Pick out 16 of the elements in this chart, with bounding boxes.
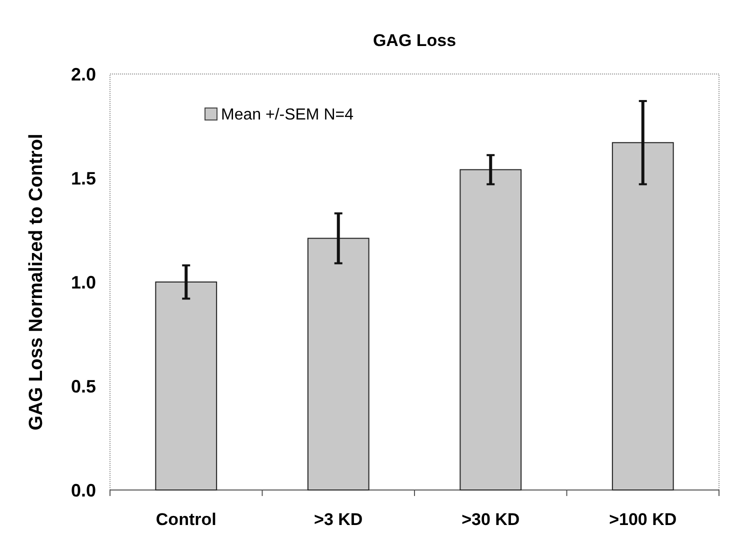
bar	[612, 142, 674, 490]
x-tick-label: >30 KD	[462, 510, 520, 529]
bar	[307, 238, 370, 490]
y-tick-label: 1.0	[70, 272, 96, 292]
chart-title: GAG Loss	[372, 31, 456, 50]
bar	[155, 282, 218, 490]
legend-label: Mean +/-SEM N=4	[221, 106, 354, 124]
x-tick-label: >100 KD	[609, 510, 677, 529]
y-axis-title: GAG Loss Normalized to Control	[26, 134, 47, 430]
y-tick-label: 1.5	[70, 168, 96, 188]
x-tick-label: Control	[156, 510, 216, 529]
y-tick-label: 0.0	[70, 480, 96, 500]
x-tick-label: >3 KD	[314, 510, 363, 529]
y-tick-label: 0.5	[70, 376, 96, 396]
y-tick-label: 2.0	[70, 64, 96, 84]
bar	[460, 169, 522, 490]
